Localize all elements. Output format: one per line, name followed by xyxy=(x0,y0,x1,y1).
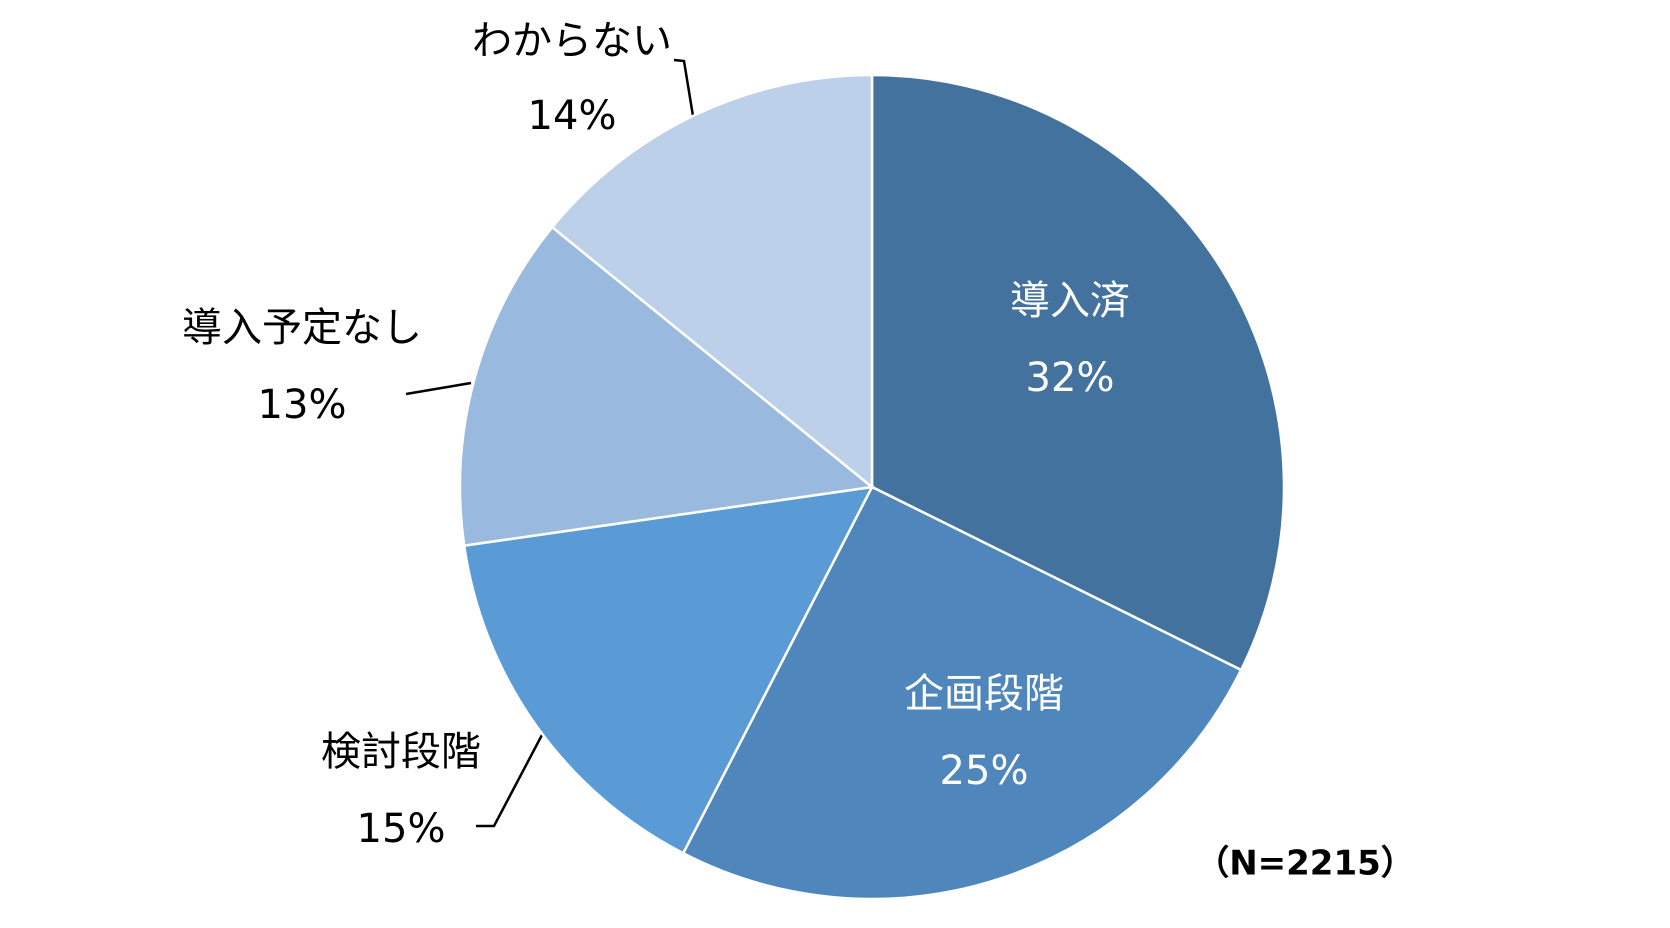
leader-lines xyxy=(405,58,695,828)
slice-value-label: 13% xyxy=(258,382,347,428)
slice-label: 検討段階 xyxy=(321,729,481,775)
leader-line xyxy=(476,732,545,828)
slice-value-label: 15% xyxy=(357,806,446,852)
pie-slice xyxy=(462,485,875,855)
pie-slice xyxy=(870,73,1286,672)
leader-line xyxy=(405,381,472,396)
slice-label: 導入予定なし xyxy=(182,305,422,351)
slice-label: 導入済 xyxy=(1010,278,1130,324)
slice-value-label: 32% xyxy=(1026,355,1115,401)
pie-slice xyxy=(458,225,876,548)
slice-value-label: 25% xyxy=(940,748,1029,794)
pie-slice xyxy=(550,73,874,490)
slice-value-label: 14% xyxy=(528,93,617,139)
pie-slice xyxy=(681,485,1243,901)
slice-label: わからない xyxy=(472,18,672,64)
slice-label: 企画段階 xyxy=(904,671,1064,717)
leader-line xyxy=(673,58,695,117)
sample-size: （N=2215） xyxy=(1195,844,1415,884)
